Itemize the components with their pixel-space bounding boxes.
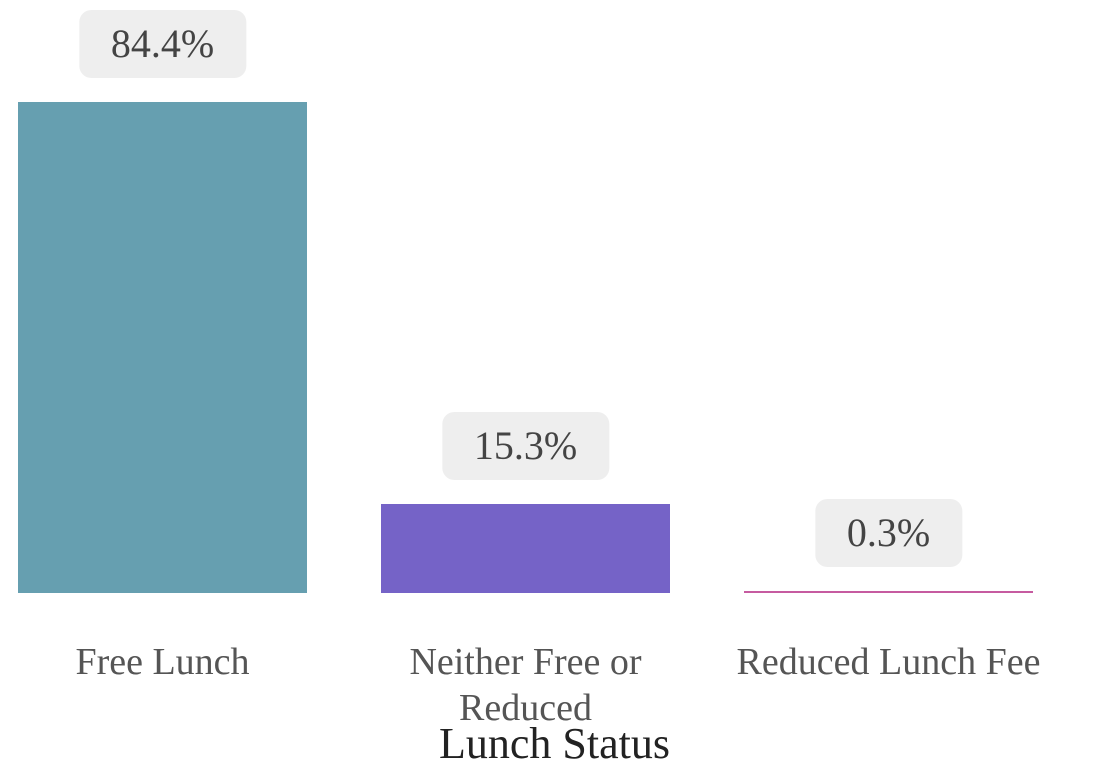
data-label: 0.3% <box>814 499 963 568</box>
x-tick-label: Reduced Lunch Fee <box>736 641 1041 683</box>
data-label: 15.3% <box>441 411 610 480</box>
bar <box>744 591 1033 593</box>
x-tick-label: Neither Free or Reduced <box>409 641 642 729</box>
bar <box>18 101 307 593</box>
bar <box>381 503 670 593</box>
data-label: 84.4% <box>78 9 247 78</box>
x-tick-label: Free Lunch <box>75 641 250 683</box>
x-axis-title: Lunch Status <box>439 719 670 768</box>
